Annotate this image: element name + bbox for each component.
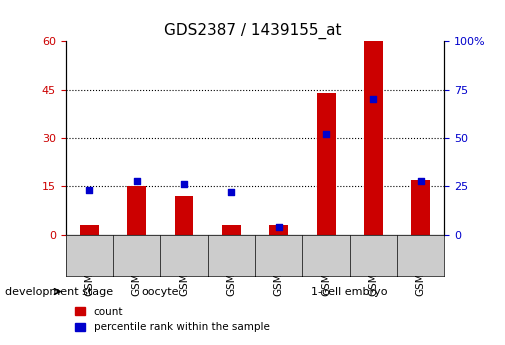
Bar bbox=[364, 41, 383, 235]
Text: GDS2387 / 1439155_at: GDS2387 / 1439155_at bbox=[164, 22, 341, 39]
Point bbox=[133, 178, 141, 183]
Point bbox=[180, 181, 188, 187]
Point bbox=[227, 189, 235, 195]
Bar bbox=[411, 180, 430, 235]
Point bbox=[85, 187, 93, 193]
Point bbox=[369, 97, 377, 102]
Bar bbox=[175, 196, 193, 235]
Text: oocyte: oocyte bbox=[141, 287, 179, 296]
Bar bbox=[317, 93, 335, 235]
Point bbox=[417, 178, 425, 183]
Bar bbox=[269, 225, 288, 235]
Point bbox=[275, 224, 283, 230]
Text: 1-cell embryo: 1-cell embryo bbox=[312, 287, 388, 296]
Point bbox=[322, 131, 330, 137]
Bar bbox=[222, 225, 241, 235]
Legend: count, percentile rank within the sample: count, percentile rank within the sample bbox=[71, 303, 274, 336]
Bar bbox=[80, 225, 99, 235]
Text: development stage: development stage bbox=[5, 287, 113, 296]
Bar bbox=[127, 186, 146, 235]
